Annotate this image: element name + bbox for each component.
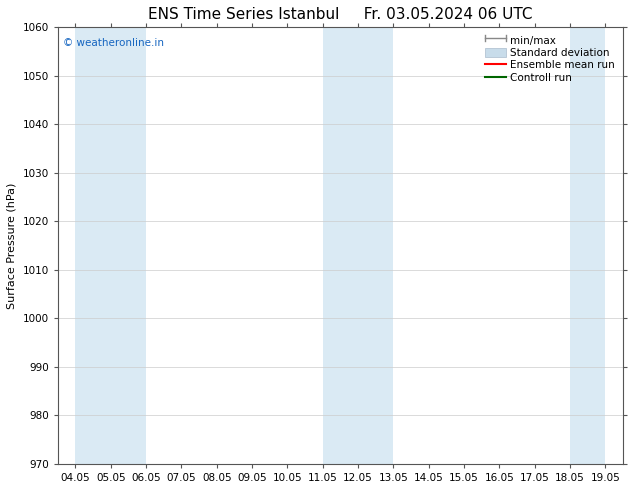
Bar: [323, 27, 358, 464]
Bar: [75, 27, 111, 464]
Text: © weatheronline.in: © weatheronline.in: [63, 38, 164, 48]
Bar: [570, 27, 605, 464]
Title: ENS Time Series Istanbul     Fr. 03.05.2024 06 UTC: ENS Time Series Istanbul Fr. 03.05.2024 …: [148, 7, 533, 22]
Y-axis label: Surface Pressure (hPa): Surface Pressure (hPa): [7, 182, 17, 309]
Bar: [111, 27, 146, 464]
Legend: min/max, Standard deviation, Ensemble mean run, Controll run: min/max, Standard deviation, Ensemble me…: [482, 32, 618, 86]
Bar: [358, 27, 393, 464]
